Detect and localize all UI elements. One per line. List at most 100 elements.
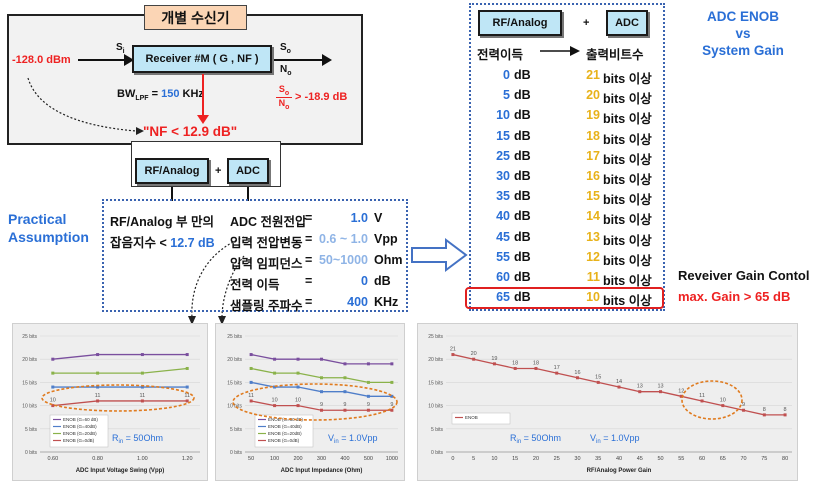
- data-point: [185, 385, 189, 389]
- data-point: [51, 371, 55, 375]
- legend-box: [451, 412, 511, 425]
- table-header-arrow: [540, 46, 580, 56]
- data-label: 12: [678, 388, 684, 394]
- table-box: [469, 3, 665, 311]
- highlight-oval: [232, 383, 398, 421]
- table-row: 5 dB 20 bits 이상: [472, 88, 658, 108]
- table-gain: 5: [503, 88, 510, 103]
- data-label: 10: [720, 398, 726, 404]
- table-bits: 19: [586, 108, 600, 123]
- output-arrow-head: [322, 54, 332, 66]
- table-suffix: bits 이상: [603, 294, 652, 309]
- data-label: 20: [471, 351, 477, 357]
- data-label: 11: [699, 393, 705, 399]
- nf-arrow-line: [202, 74, 204, 118]
- data-label: 21: [450, 347, 456, 353]
- table-row: 45 dB 13 bits 이상: [472, 230, 658, 250]
- table-rf-block: RF/Analog: [478, 10, 562, 36]
- x-tick-label: 15: [512, 456, 518, 462]
- y-tick-label: 10 bits: [227, 404, 242, 410]
- table-db: dB: [514, 128, 531, 143]
- data-point: [596, 380, 600, 384]
- table-gain: 55: [496, 249, 510, 264]
- table-bits: 18: [586, 128, 600, 143]
- table-gain: 10: [496, 108, 510, 123]
- table-gain: 0: [503, 68, 510, 82]
- param-label: 샘플링 주파수: [230, 299, 303, 313]
- table-suffix: bits 이상: [603, 253, 652, 268]
- param-label: 전력 이득: [230, 278, 280, 292]
- receiver-block: Receiver #M ( G , NF ): [132, 45, 272, 73]
- param-value: 50~1000: [318, 253, 368, 267]
- data-point: [534, 366, 538, 370]
- output-arrow-line: [274, 59, 326, 61]
- data-point: [721, 404, 725, 408]
- table-suffix: bits 이상: [603, 132, 652, 147]
- table-suffix: bits 이상: [603, 112, 652, 127]
- assumption-box: [102, 199, 408, 312]
- data-point: [249, 399, 253, 403]
- receiver-title: 개별 수신기: [144, 5, 247, 30]
- chain-adc-leg: [247, 187, 249, 201]
- param-unit: Ohm: [374, 253, 403, 267]
- table-bits: 21: [586, 68, 600, 82]
- y-tick-label: 0 bits: [25, 450, 37, 456]
- legend-label: ENOB (G=40dB): [268, 424, 302, 429]
- x-tick-label: 20: [533, 456, 539, 462]
- x-tick-label: 300: [317, 456, 326, 462]
- table-row: 40 dB 14 bits 이상: [472, 209, 658, 229]
- x-tick-label: 80: [782, 456, 788, 462]
- data-label: 19: [491, 356, 497, 362]
- data-label: 9: [390, 402, 393, 408]
- x-tick-label: 100: [270, 456, 279, 462]
- table-db: dB: [514, 169, 531, 183]
- table-suffix: bits 이상: [603, 213, 652, 228]
- x-tick-label: 10: [491, 456, 497, 462]
- series-line: [52, 367, 188, 374]
- table-bits: 14: [586, 209, 600, 224]
- y-tick-label: 25 bits: [227, 334, 242, 340]
- series-line: [52, 353, 188, 360]
- data-point: [390, 408, 394, 412]
- data-label: 9: [320, 402, 323, 408]
- table-col2: 출력비트수: [586, 48, 644, 62]
- param-value: 0.6 ~ 1.0: [319, 232, 368, 246]
- data-point: [320, 376, 323, 380]
- chain-plus: +: [215, 165, 222, 177]
- input-level: -128.0 dBm: [12, 54, 71, 66]
- legend-label: ENOB: [465, 415, 478, 420]
- table-gain: 15: [496, 128, 510, 143]
- chart-annotation: Rin = 50Ohm: [112, 433, 163, 445]
- data-point: [783, 413, 787, 417]
- chart-impedance-panel: [215, 323, 405, 481]
- chart-annotation: Rin = 50Ohm: [510, 433, 561, 445]
- data-label: 10: [272, 398, 278, 404]
- input-arrow-line: [78, 59, 130, 61]
- data-point: [617, 385, 621, 389]
- data-label: 14: [616, 379, 622, 385]
- table-row: 25 dB 17 bits 이상: [472, 149, 658, 169]
- y-tick-label: 25 bits: [428, 334, 443, 340]
- table-adc-block: ADC: [606, 10, 648, 36]
- table-suffix: bits 이상: [603, 92, 652, 107]
- data-label: 18: [533, 360, 539, 366]
- data-point: [659, 390, 663, 394]
- assumption-heading: Practical Assumption: [8, 211, 89, 245]
- chart-0: 0 bits 5 bits 10 bits 15 bits 20 bits 25 bits…: [22, 334, 200, 474]
- legend-label: ENOB (G=20dB): [268, 431, 302, 436]
- data-point: [185, 353, 189, 357]
- y-tick-label: 0 bits: [431, 450, 443, 456]
- data-point: [273, 404, 277, 408]
- table-plus: +: [583, 17, 590, 29]
- x-tick-label: 400: [340, 456, 349, 462]
- data-point: [343, 376, 347, 380]
- table-suffix: bits 이상: [603, 173, 652, 187]
- data-point: [96, 385, 100, 389]
- param-value: 1.0: [350, 211, 368, 225]
- data-point: [390, 394, 394, 398]
- data-point: [700, 399, 704, 403]
- data-label: 18: [512, 360, 518, 366]
- data-point: [343, 390, 347, 394]
- highlight-oval: [41, 384, 195, 412]
